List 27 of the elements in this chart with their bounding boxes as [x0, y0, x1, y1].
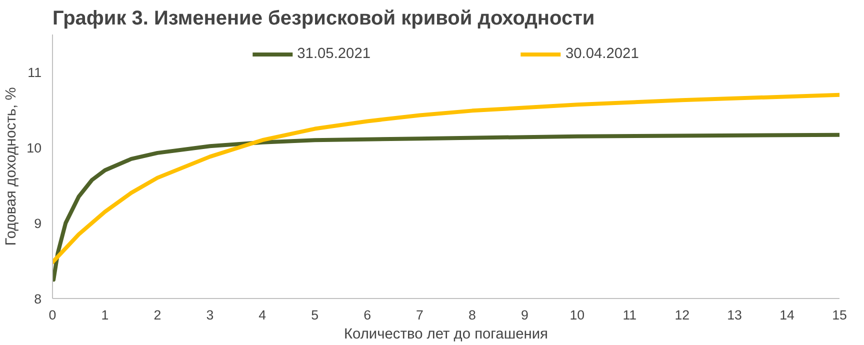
x-tick-label: 14: [780, 308, 796, 322]
line-series: [52, 132, 840, 282]
x-tick-label: 15: [832, 308, 847, 322]
x-tick-label: 8: [468, 308, 476, 322]
x-tick-label: 9: [520, 308, 528, 322]
x-tick-label: 13: [727, 308, 742, 322]
x-tick-label: 11: [622, 308, 637, 322]
x-tick-label: 0: [48, 308, 56, 322]
legend-label: 30.04.2021: [566, 46, 639, 62]
y-tick-label: 8: [34, 292, 42, 306]
chart-title: График 3. Изменение безрисковой кривой доходности: [52, 8, 595, 30]
x-tick-label: 7: [416, 308, 424, 322]
y-tick-label: 9: [34, 216, 42, 232]
x-tick-label: 12: [674, 308, 690, 322]
x-tick-label: 2: [154, 308, 162, 322]
x-tick-label: 3: [206, 308, 214, 322]
x-tick-label: 5: [311, 308, 319, 322]
x-tick-label: 10: [570, 308, 585, 322]
x-tick-label: 1: [101, 308, 109, 322]
y-tick-label: 11: [28, 65, 42, 80]
line-series: [52, 92, 840, 264]
legend-label: 31.05.2021: [297, 46, 370, 62]
x-tick-label: 6: [364, 308, 372, 322]
y-axis-title: Годовая доходность, %: [4, 87, 20, 246]
x-axis-title: Количество лет до погашения: [344, 326, 548, 342]
x-tick-label: 4: [258, 308, 267, 322]
y-tick-label: 10: [26, 140, 42, 156]
